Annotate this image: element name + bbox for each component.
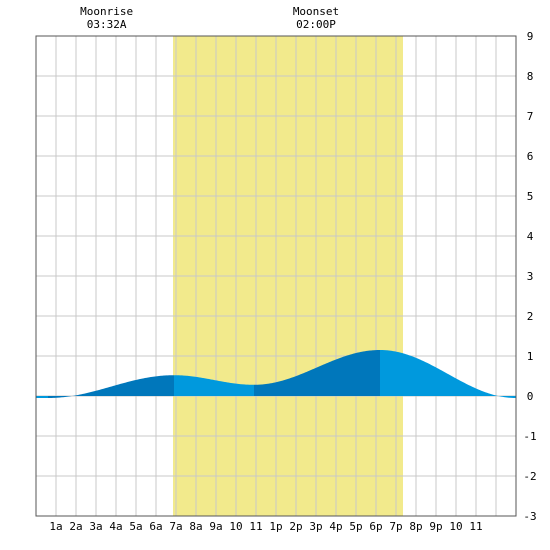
y-tick-label: -1 [523, 430, 536, 443]
y-tick-label: 3 [527, 270, 534, 283]
x-tick-label: 2a [69, 520, 82, 533]
moon-event-time: 03:32A [87, 18, 127, 31]
y-tick-label: 9 [527, 30, 534, 43]
x-tick-label: 5p [349, 520, 362, 533]
x-tick-label: 7a [169, 520, 182, 533]
y-tick-label: 8 [527, 70, 534, 83]
x-tick-label: 2p [289, 520, 302, 533]
x-tick-label: 5a [129, 520, 142, 533]
x-tick-label: 9p [429, 520, 442, 533]
x-tick-label: 4p [329, 520, 342, 533]
y-tick-label: 4 [527, 230, 534, 243]
moon-event-label: Moonrise [80, 5, 133, 18]
x-tick-label: 6p [369, 520, 382, 533]
y-tick-label: 7 [527, 110, 534, 123]
y-tick-label: -3 [523, 510, 536, 523]
x-tick-label: 11 [469, 520, 482, 533]
x-tick-label: 3a [89, 520, 102, 533]
y-tick-label: -2 [523, 470, 536, 483]
tide-falling-segment-1 [174, 375, 254, 396]
y-tick-label: 1 [527, 350, 534, 363]
x-tick-label: 7p [389, 520, 402, 533]
x-tick-label: 10 [449, 520, 462, 533]
x-tick-label: 8p [409, 520, 422, 533]
moon-event-time: 02:00P [296, 18, 336, 31]
x-tick-label: 6a [149, 520, 162, 533]
tide-rising-segment-0 [48, 375, 174, 398]
y-tick-label: 2 [527, 310, 534, 323]
x-tick-label: 1a [49, 520, 62, 533]
x-tick-label: 11 [249, 520, 262, 533]
y-tick-labels: 9 8 7 6 5 4 3 2 1 0 -1 -2 -3 [523, 30, 536, 523]
x-tick-label: 10 [229, 520, 242, 533]
tide-area [36, 350, 516, 398]
plot-frame [35, 35, 517, 517]
x-tick-label: 9a [209, 520, 222, 533]
x-tick-label: 8a [189, 520, 202, 533]
y-tick-label: 0 [527, 390, 534, 403]
moon-event-label: Moonset [293, 5, 339, 18]
x-tick-label: 3p [309, 520, 322, 533]
tide-rising-segment-2 [254, 350, 380, 396]
x-tick-label: 1p [269, 520, 282, 533]
tide-falling-segment-start [36, 396, 48, 398]
y-tick-label: 5 [527, 190, 534, 203]
tide-falling-segment-3 [380, 350, 516, 398]
x-tick-label: 4a [109, 520, 122, 533]
y-tick-label: 6 [527, 150, 534, 163]
horizontal-gridlines [36, 75, 516, 477]
x-tick-labels: 1a 2a 3a 4a 5a 6a 7a 8a 9a 10 11 1p 2p 3p 4p 5p 6p 7p 8p 9p… [49, 520, 482, 533]
